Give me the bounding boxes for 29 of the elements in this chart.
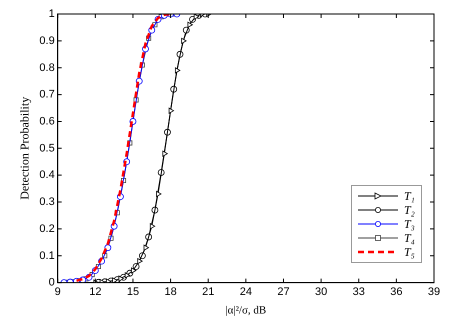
x-tick-label: 36 (390, 286, 402, 298)
x-tick-label: 9 (54, 286, 61, 298)
y-tick-label: 1 (48, 8, 55, 20)
x-tick-label: 39 (428, 286, 440, 298)
x-tick-label: 15 (126, 286, 140, 298)
x-tick-label: 18 (164, 286, 177, 298)
y-tick-label: 0.8 (39, 62, 55, 74)
y-tick-label: 0.5 (39, 142, 55, 154)
y-tick-label: 0.2 (39, 222, 55, 235)
x-tick-label: 12 (89, 286, 102, 298)
x-tick-label: 27 (277, 286, 290, 298)
y-tick-label: 0.1 (39, 250, 55, 262)
y-tick-label: 0.7 (39, 88, 55, 101)
x-tick-label: 30 (314, 286, 328, 298)
legend-label: T₁ (404, 188, 415, 203)
y-tick-label: 0 (48, 276, 55, 289)
legend-label: T₅ (404, 244, 415, 259)
x-axis-title: |α|²/σ, dB (225, 304, 266, 316)
x-tick-label: 24 (240, 286, 252, 298)
legend-label: T₄ (404, 230, 415, 245)
x-tick-label: 33 (352, 286, 365, 298)
y-axis-title: Detection Probability (17, 96, 32, 200)
y-tick-label: 0.9 (39, 34, 55, 47)
legend-label: T₃ (404, 216, 415, 231)
y-tick-label: 0.3 (39, 196, 55, 208)
legend-label: T₂ (404, 202, 415, 217)
y-tick-label: 0.4 (39, 169, 55, 182)
x-tick-label: 21 (202, 286, 214, 298)
y-tick-label: 0.6 (39, 115, 55, 128)
